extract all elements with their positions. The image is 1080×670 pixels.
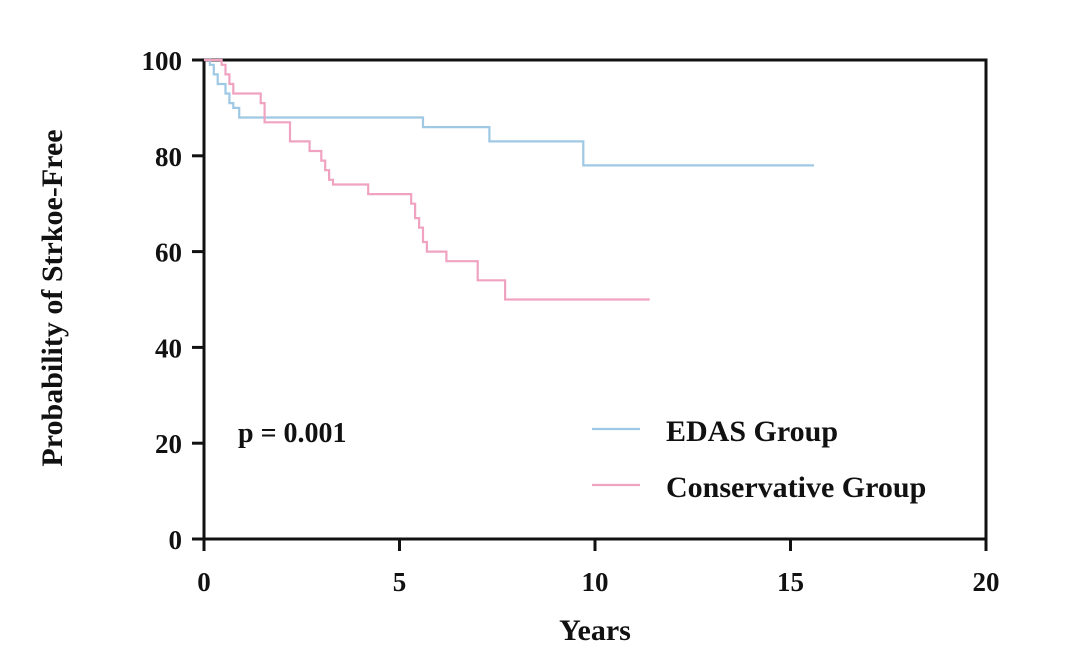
legend-label-edas: EDAS Group [666, 415, 838, 448]
y-tick-label: 100 [142, 46, 183, 76]
x-tick-label: 15 [777, 567, 804, 597]
y-tick-label: 20 [155, 429, 182, 459]
x-tick-label: 20 [973, 567, 1000, 597]
y-tick-label: 0 [169, 525, 183, 555]
legend-label-conservative: Conservative Group [666, 471, 926, 504]
x-tick-label: 5 [393, 567, 407, 597]
y-tick-label: 60 [155, 238, 182, 268]
series-line-edas [204, 58, 814, 167]
legend: EDAS Group Conservative Group [592, 415, 926, 504]
x-tick-label: 0 [197, 567, 211, 597]
y-tick-label: 80 [155, 142, 182, 172]
y-tick-label: 40 [155, 333, 182, 363]
x-axis-ticks: 0 5 10 15 20 [197, 539, 1000, 597]
p-value-annotation: p = 0.001 [238, 418, 347, 449]
x-axis-label: Years [559, 614, 631, 647]
series-line-conservative [204, 58, 650, 301]
series-layer [204, 58, 814, 301]
y-axis-label: Probability of Strkoe-Free [36, 129, 69, 466]
y-axis-ticks: 0 20 40 60 80 100 [142, 46, 204, 555]
x-tick-label: 10 [582, 567, 609, 597]
